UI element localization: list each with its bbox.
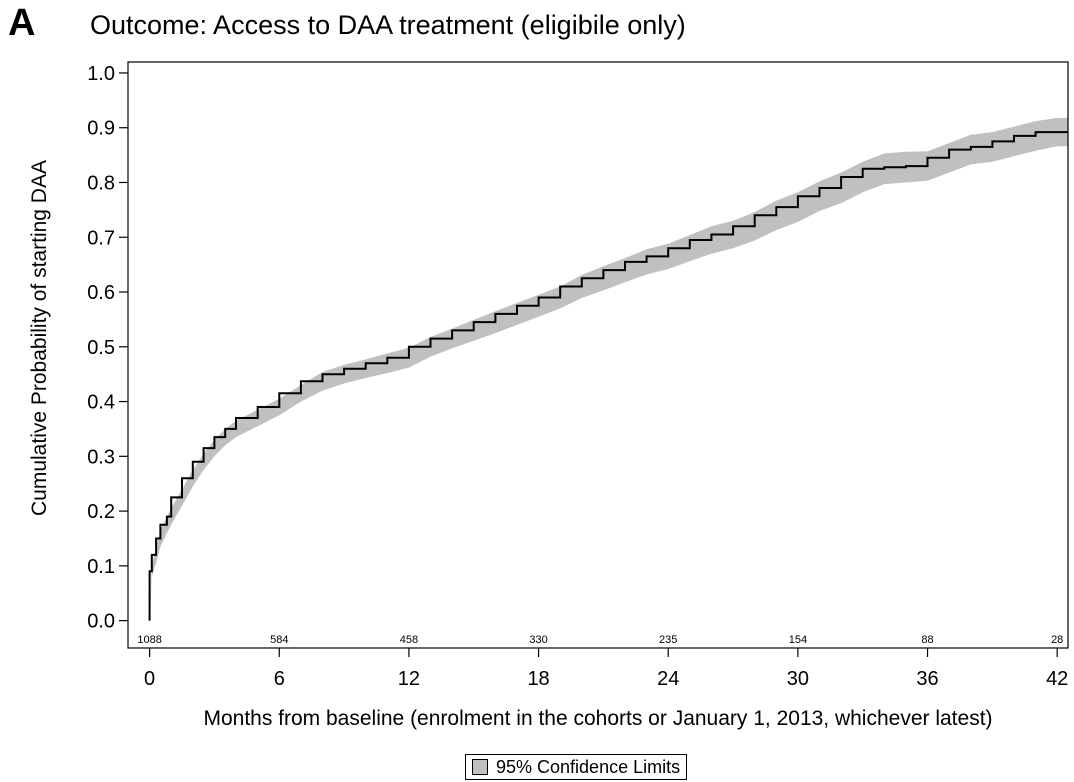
x-tick-label: 0 (144, 668, 155, 690)
y-tick-label: 0.5 (87, 337, 115, 359)
y-tick-label: 1.0 (87, 63, 115, 85)
y-axis: 0.0 0.1 0.2 0.3 0.4 0.5 0.6 0.7 0.8 0.9 1.0 (87, 63, 128, 633)
at-risk-label: 330 (529, 634, 547, 646)
at-risk-layer: 1088 584 458 330 235 154 88 28 (137, 634, 1063, 646)
x-tick-label: 36 (916, 668, 938, 690)
at-risk-label: 88 (921, 634, 933, 646)
legend-swatch-confidence (472, 759, 488, 775)
x-axis: 0 6 12 18 24 30 36 42 (144, 648, 1068, 690)
at-risk-label: 1088 (137, 634, 161, 646)
y-tick-label: 0.9 (87, 118, 115, 140)
panel-letter: A (8, 2, 36, 44)
legend: 95% Confidence Limits (465, 754, 688, 780)
x-tick-label: 18 (527, 668, 549, 690)
at-risk-label: 458 (400, 634, 418, 646)
survival-curve-layer (148, 131, 1068, 621)
x-tick-label: 12 (398, 668, 420, 690)
at-risk-label: 584 (270, 634, 288, 646)
legend-label: 95% Confidence Limits (496, 757, 681, 777)
x-tick-label: 6 (274, 668, 285, 690)
confidence-band-layer (149, 117, 1069, 621)
y-tick-label: 0.3 (87, 446, 115, 468)
x-axis-label: Months from baseline (enrolment in the c… (203, 707, 993, 730)
y-tick-label: 0.2 (87, 501, 115, 523)
x-tick-label: 42 (1046, 668, 1068, 690)
plot-frame (127, 61, 1069, 649)
y-tick-label: 0.0 (87, 611, 115, 633)
chart-title: Outcome: Access to DAA treatment (eligib… (90, 10, 686, 40)
confidence-band (149, 117, 1069, 621)
x-tick-label: 30 (787, 668, 809, 690)
y-tick-label: 0.4 (87, 392, 115, 414)
at-risk-label: 28 (1051, 634, 1063, 646)
y-tick-label: 0.6 (87, 282, 115, 304)
y-tick-label: 0.1 (87, 556, 115, 578)
y-tick-label: 0.8 (87, 172, 115, 194)
at-risk-label: 235 (659, 634, 677, 646)
at-risk-label: 154 (789, 634, 807, 646)
x-tick-label: 24 (657, 668, 679, 690)
y-tick-label: 0.7 (87, 227, 115, 249)
survival-curve (148, 131, 1068, 621)
